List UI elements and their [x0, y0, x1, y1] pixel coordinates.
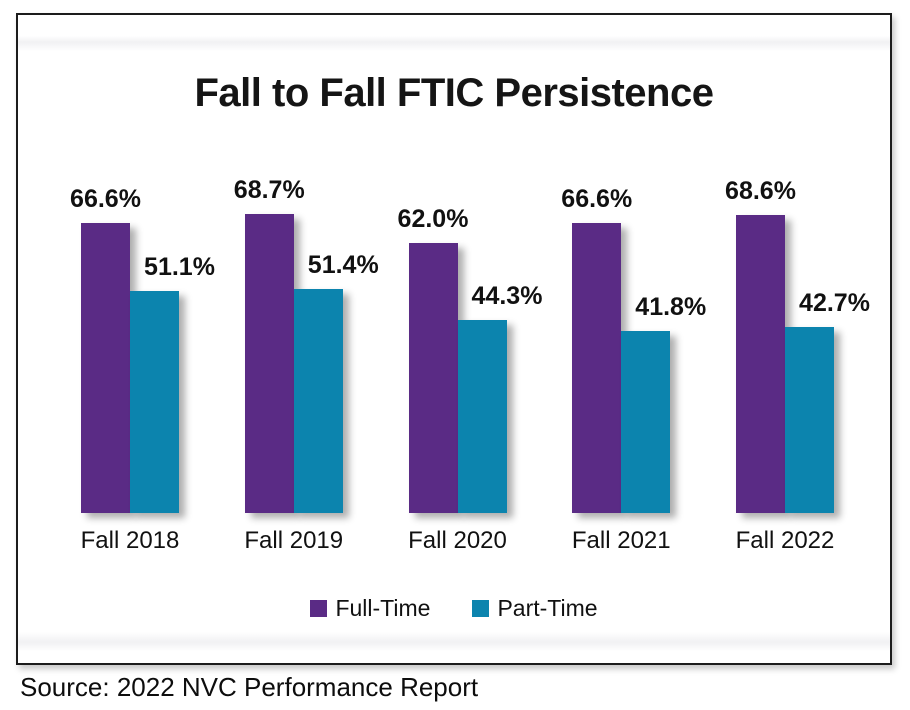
data-label-full-time-fall-2020: 62.0%	[397, 205, 469, 233]
bar-group-fall-2018: 66.6% 51.1%	[70, 185, 215, 513]
part-time-bar-fall-2020: 44.3%	[457, 282, 542, 513]
data-label-part-time-fall-2022: 42.7%	[799, 289, 870, 317]
plot-area: 66.6% 51.1% 68.7% 51.4% 62.0% 44.3% 66.6% 41.8%…	[18, 176, 890, 513]
data-label-part-time-fall-2019: 51.4%	[307, 251, 379, 279]
category-label-fall-2022: Fall 2022	[735, 527, 835, 554]
data-label-part-time-fall-2020: 44.3%	[471, 282, 543, 310]
part-time-bar-fall-2018: 51.1%	[130, 253, 215, 513]
category-label-fall-2020: Fall 2020	[408, 527, 507, 554]
full-time-bar-fall-2018: 66.6%	[70, 185, 141, 513]
bar-group-fall-2022: 68.6% 42.7%	[725, 177, 870, 513]
part-time-bar-fall-2019: 51.4%	[293, 251, 379, 513]
full-time-bar-fall-2022: 68.6%	[725, 177, 796, 513]
full-time-bar-fall-2021: 66.6%	[561, 185, 632, 513]
data-label-full-time-fall-2018: 66.6%	[70, 185, 141, 213]
data-label-full-time-fall-2022: 68.6%	[725, 177, 796, 205]
part-time-bar-fall-2021: 41.8%	[621, 293, 706, 513]
data-label-full-time-fall-2019: 68.7%	[233, 176, 305, 204]
category-axis: Fall 2018 Fall 2019 Fall 2020 Fall 2021 Fall…	[18, 527, 890, 555]
legend-item-part-time: Part-Time	[472, 595, 598, 622]
legend: Full-Time Part-Time	[18, 595, 890, 622]
legend-label-full-time: Full-Time	[335, 595, 431, 621]
full-time-color-swatch-icon	[310, 600, 328, 617]
source-note: Source: 2022 NVC Performance Report	[20, 672, 479, 702]
bar-group-fall-2020: 62.0% 44.3%	[398, 205, 542, 513]
chart-frame: Fall to Fall FTIC Persistence 66.6% 51.1%…	[16, 13, 892, 665]
chart-title: Fall to Fall FTIC Persistence	[194, 71, 714, 115]
data-label-full-time-fall-2021: 66.6%	[561, 185, 633, 213]
legend-label-part-time: Part-Time	[497, 595, 598, 621]
data-label-part-time-fall-2018: 51.1%	[144, 253, 215, 281]
full-time-bar-fall-2020: 62.0%	[398, 205, 468, 513]
category-label-fall-2021: Fall 2021	[571, 527, 671, 554]
bar-group-fall-2021: 66.6% 41.8%	[561, 185, 706, 513]
category-label-fall-2019: Fall 2019	[244, 527, 344, 554]
category-label-fall-2018: Fall 2018	[80, 527, 180, 554]
part-time-bar-fall-2022: 42.7%	[785, 289, 870, 513]
legend-item-full-time: Full-Time	[310, 595, 430, 622]
part-time-color-swatch-icon	[472, 600, 490, 617]
full-time-bar-fall-2019: 68.7%	[234, 176, 305, 513]
data-label-part-time-fall-2021: 41.8%	[635, 293, 707, 321]
bar-group-fall-2019: 68.7% 51.4%	[234, 176, 379, 513]
